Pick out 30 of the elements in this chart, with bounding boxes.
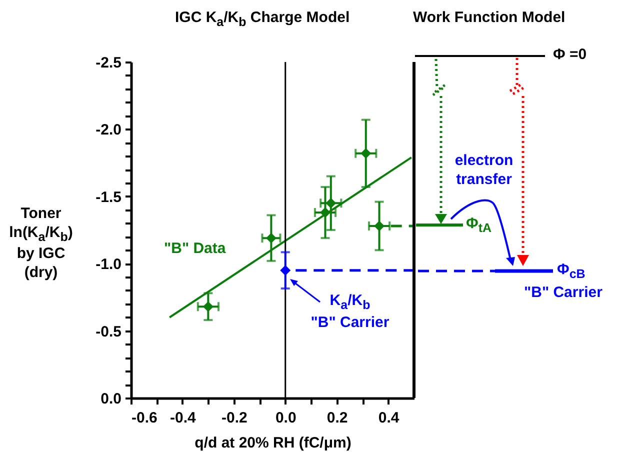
x-tick-label: -0.2 (221, 410, 248, 426)
text: Φ$_{tA}$ (466, 215, 492, 237)
x-tick-label: -0.4 (170, 410, 197, 426)
point (280, 265, 291, 276)
point (326, 198, 336, 208)
chart-title: IGC K$_{a}$/K$_{b}$ Charge Model (175, 9, 350, 31)
legend-label: K$_{a}$/K$_{b}$ "B" Carrier (310, 292, 390, 332)
point (202, 301, 214, 312)
text: electron transfer (454, 152, 514, 190)
point (360, 148, 372, 159)
text: "B" Carrier (524, 284, 602, 303)
y-tick-label: -1.0 (96, 256, 122, 274)
x-tick-label: 0.4 (378, 410, 400, 426)
y-tick-label: -2.0 (96, 122, 122, 139)
text: Φ =0 (553, 46, 587, 65)
y-axis-title: Toner ln(K$_{a}$/K$_{b}$) by IGC (dry) (8, 205, 74, 283)
x-tick-label: -0.6 (132, 410, 158, 426)
x-tick-label: 0.0 (275, 410, 296, 426)
text: Work Function Model (413, 9, 566, 28)
x-tick-label: 0.2 (326, 410, 348, 426)
x-axis-title: q/d at 20% RH (fC/μm) (194, 434, 352, 452)
point (374, 220, 385, 232)
text: Φ$_{cB}$ (557, 261, 586, 283)
y-tick-label: -0.5 (96, 323, 122, 340)
y-tick-label: 0.0 (100, 390, 122, 408)
y-tick-label: -1.5 (96, 188, 122, 206)
point (266, 232, 276, 244)
y-tick-label: -2.5 (96, 54, 122, 72)
point (320, 207, 330, 218)
text: "B" Data (164, 240, 226, 259)
